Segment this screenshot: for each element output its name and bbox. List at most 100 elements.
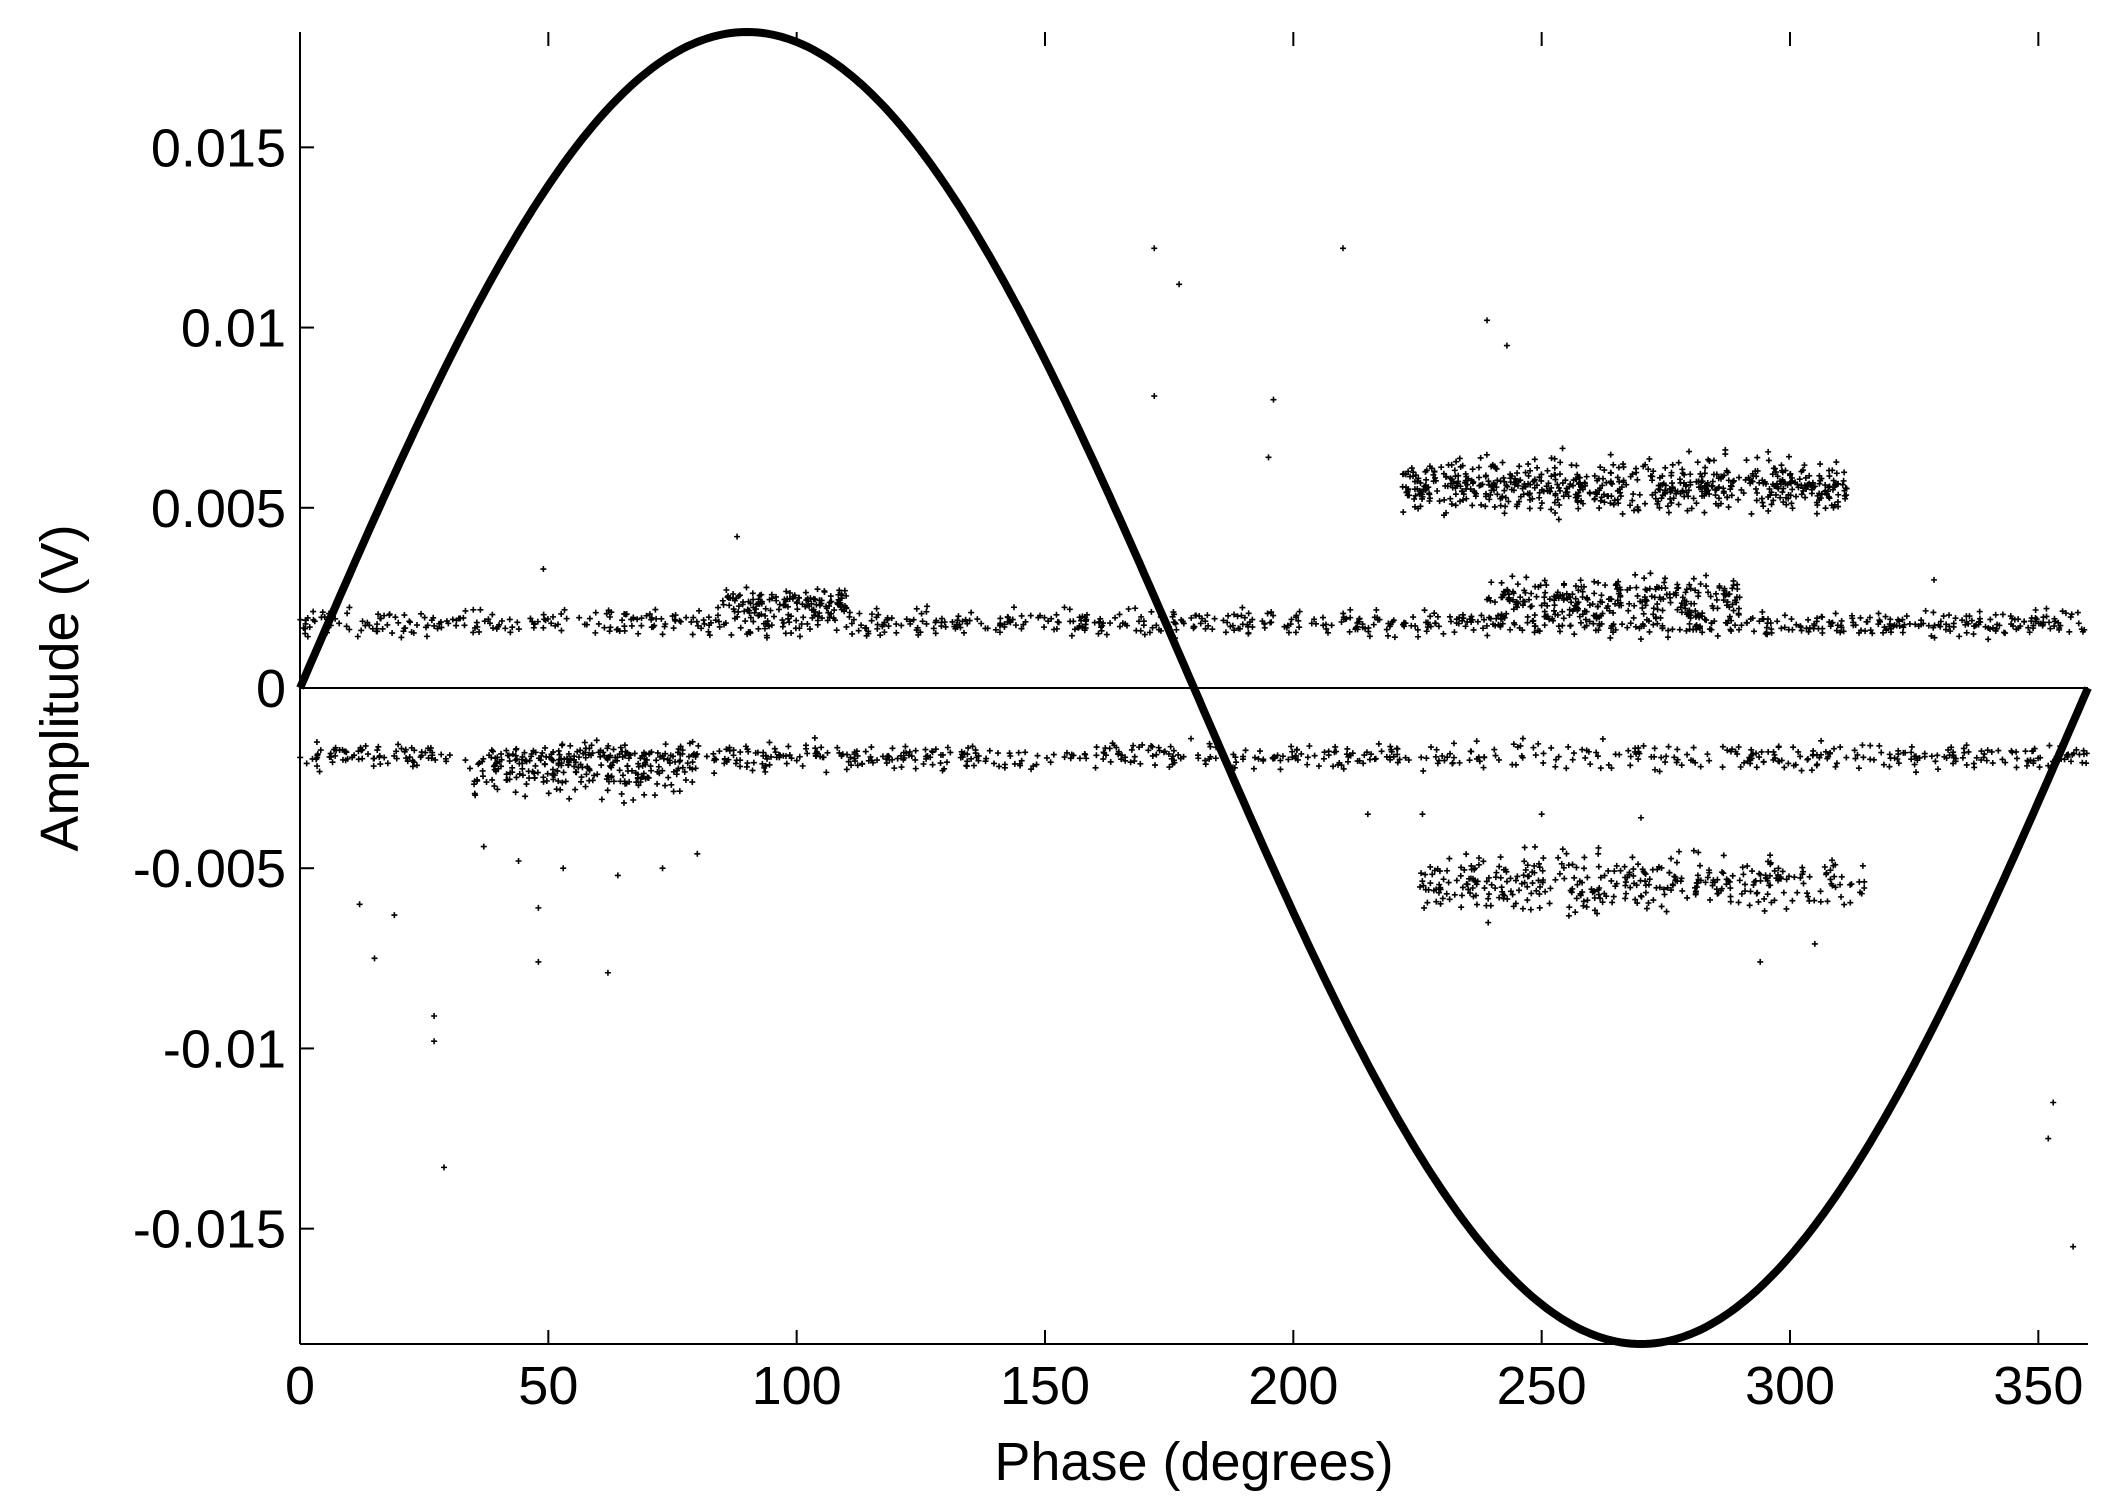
data-point [381,754,388,761]
data-point [1811,622,1818,629]
data-point [1270,755,1277,762]
data-point [1346,628,1353,635]
data-point [897,752,904,759]
data-point [1823,491,1830,498]
data-point [1552,763,1559,770]
y-axis-label: Amplitude (V) [30,524,90,851]
data-point [1522,483,1529,490]
data-point [1947,628,1954,635]
data-point [1559,846,1566,853]
outlier-point [535,904,542,911]
data-point [1651,745,1658,752]
data-point [1436,868,1443,875]
data-point [1356,757,1363,764]
data-point [1662,464,1669,471]
data-point [1586,618,1593,625]
data-point [836,601,843,608]
data-point [1633,469,1640,476]
outlier-point [1811,940,1818,947]
data-point [884,616,891,623]
data-point [1536,891,1543,898]
data-point [784,595,791,602]
data-point [1435,889,1442,896]
outlier-point [441,1164,448,1171]
data-point [841,587,848,594]
data-point [1790,762,1797,769]
data-point [1788,474,1795,481]
data-point [1462,623,1469,630]
data-point [888,615,895,622]
data-point [1488,579,1495,586]
data-point [1615,590,1622,597]
data-point [610,778,617,785]
data-point [1640,610,1647,617]
data-point [1661,891,1668,898]
data-point [1690,847,1697,854]
data-point [712,617,719,624]
data-point [1708,483,1715,490]
data-point [319,609,326,616]
data-point [1900,749,1907,756]
data-point [1469,885,1476,892]
data-point [1231,627,1238,634]
data-point [527,615,534,622]
data-point [1925,622,1932,629]
data-point [1153,622,1160,629]
data-point [1765,748,1772,755]
data-point [1735,610,1742,617]
data-point [1668,499,1675,506]
data-point [1470,626,1477,633]
data-point [1754,467,1761,474]
data-point [1452,491,1459,498]
data-point [1141,631,1148,638]
data-point [1565,912,1572,919]
data-point [621,742,628,749]
data-point [479,767,486,774]
data-point [1768,501,1775,508]
data-point [1719,764,1726,771]
data-point [1751,628,1758,635]
data-point [706,632,713,639]
data-point [1715,495,1722,502]
data-point [1709,879,1716,886]
data-point [403,755,410,762]
data-point [1535,877,1542,884]
data-point [1550,617,1557,624]
data-point [1500,592,1507,599]
data-point [1891,755,1898,762]
data-point [1430,471,1437,478]
data-point [303,760,310,767]
data-point [1831,873,1838,880]
data-point [1592,489,1599,496]
data-point [1676,476,1683,483]
data-point [329,759,336,766]
data-point [1148,742,1155,749]
data-point [1537,582,1544,589]
y-tick-label: 0.01 [181,299,286,359]
data-point [947,749,954,756]
data-point [1735,496,1742,503]
data-point [1212,755,1219,762]
data-point [1650,605,1657,612]
data-point [1930,609,1937,616]
x-axis-ticks: 0 50 100 150 200 250 300 350 [285,32,2083,1416]
data-point [788,613,795,620]
data-point [646,750,653,757]
data-point [783,588,790,595]
data-point [762,752,769,759]
data-point [851,755,858,762]
data-point [743,584,750,591]
data-point [1277,757,1284,764]
data-point [1451,629,1458,636]
data-point [749,767,756,774]
data-point [1634,506,1641,513]
data-point [408,629,415,636]
data-point [1446,855,1453,862]
data-point [1828,502,1835,509]
data-point [2047,625,2054,632]
outlier-point [1364,811,1371,818]
data-point [1161,748,1168,755]
data-point [1066,606,1073,613]
data-point [563,615,570,622]
data-point [1485,874,1492,881]
